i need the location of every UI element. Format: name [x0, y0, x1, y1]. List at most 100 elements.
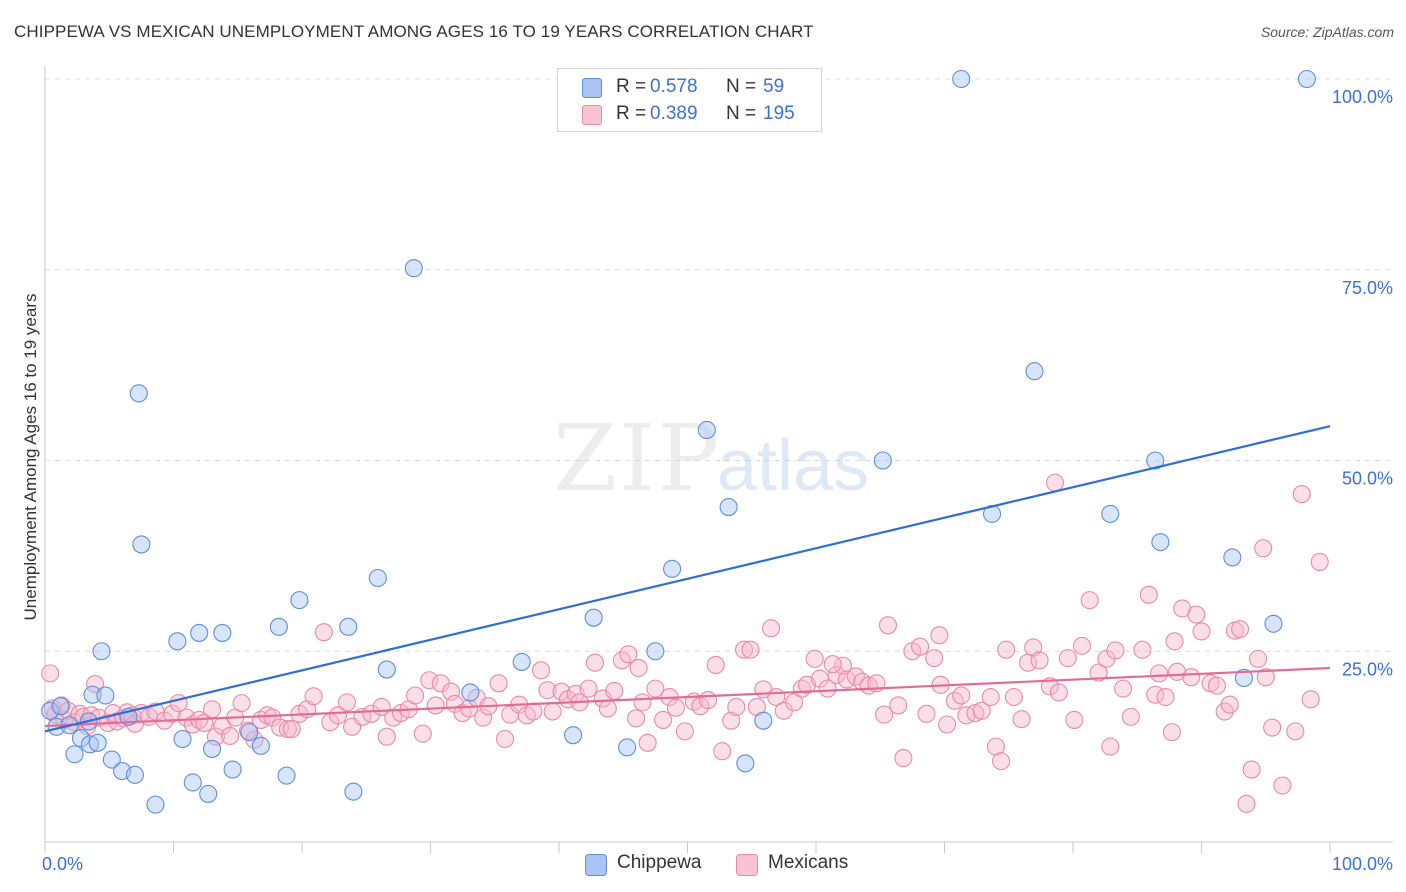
mexicans-point: [1182, 668, 1201, 687]
mexicans-point: [328, 706, 348, 725]
mexicans-point: [1114, 679, 1133, 698]
chippewa-point: [564, 726, 583, 745]
chippewa-point: [952, 69, 971, 89]
mexicans-point: [1254, 539, 1273, 558]
mexicans-trend-line: [44, 666, 1331, 728]
y-tick-label: 50.0%: [1342, 469, 1393, 489]
chippewa-point: [213, 623, 232, 642]
chippewa-point: [168, 632, 187, 651]
chippewa-point: [240, 723, 259, 742]
bottom-legend-label: Mexicans: [768, 852, 849, 873]
mexicans-point: [538, 681, 557, 700]
chippewa-trend-line: [44, 425, 1331, 733]
chippewa-point: [754, 711, 773, 730]
chippewa-point: [102, 750, 121, 769]
mexicans-swatch: [582, 105, 602, 125]
mexicans-point: [453, 704, 472, 723]
mexicans-point: [263, 708, 282, 727]
chippewa-swatch: [582, 78, 602, 98]
mexicans-point: [917, 704, 936, 723]
chippewa-point: [41, 701, 60, 720]
mexicans-point: [666, 698, 685, 717]
mexicans-point: [633, 693, 652, 712]
chippewa-point: [873, 451, 892, 470]
mexicans-point: [1030, 651, 1049, 670]
mexicans-point: [203, 700, 222, 719]
chippewa-point: [223, 760, 242, 779]
mexicans-point: [377, 727, 396, 746]
y-tick-label: 25.0%: [1342, 659, 1393, 679]
chippewa-point: [251, 736, 270, 755]
y-tick-label: 100.0%: [1332, 87, 1393, 107]
chippewa-point: [269, 617, 288, 636]
mexicans-point: [1065, 710, 1084, 729]
chippewa-point: [1101, 504, 1120, 523]
watermark-atlas: atlas: [717, 426, 869, 506]
chippewa-point: [368, 568, 387, 588]
chippewa-point: [132, 535, 151, 554]
mexicans-point: [1256, 668, 1275, 687]
mexicans-point: [489, 674, 508, 693]
mexicans-point: [1192, 622, 1211, 641]
chippewa-point: [339, 617, 358, 636]
chippewa-point: [1146, 451, 1165, 470]
mexicans-point: [1089, 663, 1108, 682]
mexicans-point: [785, 693, 804, 712]
y-tick-label: 75.0%: [1342, 278, 1393, 298]
mexicans-point: [1187, 605, 1206, 624]
mexicans-point: [619, 645, 638, 664]
mexicans-point: [894, 749, 913, 768]
mexicans-point: [271, 718, 290, 737]
watermark: ZIP atlas: [553, 405, 869, 512]
mexicans-point: [1165, 632, 1184, 651]
chippewa-point: [92, 642, 111, 661]
mexicans-point: [362, 704, 381, 723]
mexicans-point: [1242, 760, 1261, 779]
mexicans-points: [41, 473, 1329, 813]
mexicans-point: [524, 702, 543, 721]
chippewa-point: [736, 754, 755, 773]
mexicans-point: [1156, 687, 1175, 707]
legend-n-value: 59: [763, 76, 785, 97]
mexicans-point: [304, 687, 323, 706]
mexicans-point: [1301, 690, 1320, 709]
x-tick-label: 100.0%: [1332, 854, 1393, 874]
mexicans-point: [1231, 620, 1250, 639]
legend-row-chippewa: R = 0.578 N = 59: [558, 74, 821, 100]
mexicans-point: [972, 701, 991, 720]
legend-row-mexicans: R = 0.389 N = 195: [558, 101, 821, 127]
mexicans-point: [981, 687, 1000, 707]
mexicans-point: [413, 724, 432, 743]
mexicans-point: [1162, 723, 1181, 742]
mexicans-point: [952, 686, 971, 705]
mexicans-point: [646, 679, 665, 698]
chippewa-point: [1223, 548, 1242, 567]
mexicans-point: [1220, 695, 1239, 714]
mexicans-point: [1101, 737, 1120, 756]
chippewa-point: [80, 735, 100, 754]
chippewa-swatch: [585, 854, 607, 876]
mexicans-point: [1121, 707, 1140, 726]
mexicans-point: [911, 637, 930, 656]
mexicans-point: [420, 671, 439, 690]
mexicans-point: [675, 722, 694, 741]
mexicans-point: [638, 733, 657, 752]
mexicans-point: [1012, 710, 1031, 729]
mexicans-point: [875, 705, 894, 724]
chippewa-point: [663, 559, 682, 578]
legend-n-label: N =: [726, 76, 757, 97]
chippewa-point: [512, 652, 531, 671]
chippewa-point: [1151, 533, 1170, 552]
legend-n-label: N =: [726, 103, 757, 124]
mexicans-point: [1004, 687, 1023, 707]
mexicans-point: [41, 664, 60, 683]
chippewa-point: [199, 784, 218, 803]
chippewa-point: [65, 745, 84, 764]
mexicans-point: [627, 709, 646, 728]
mexicans-point: [474, 708, 493, 727]
mexicans-point: [1263, 718, 1282, 737]
chippewa-point: [173, 729, 192, 749]
chippewa-point: [697, 420, 716, 440]
mexicans-point: [1139, 585, 1158, 604]
